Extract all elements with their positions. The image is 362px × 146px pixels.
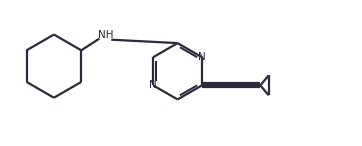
Text: NH: NH <box>98 30 113 40</box>
Text: N: N <box>149 80 157 90</box>
Text: N: N <box>198 52 206 62</box>
